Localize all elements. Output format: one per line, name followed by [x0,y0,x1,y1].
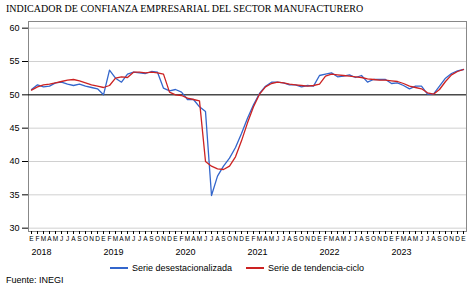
svg-text:N: N [377,235,382,242]
svg-text:A: A [71,235,76,242]
svg-text:M: M [257,235,262,242]
svg-text:J: J [348,235,351,242]
svg-text:E: E [245,235,250,242]
svg-text:J: J [204,235,207,242]
svg-text:M: M [401,235,406,242]
svg-text:F: F [396,235,400,242]
svg-text:D: D [455,235,460,242]
html-text:Fuente: INEGI: Fuente: INEGI [6,275,64,285]
svg-text:F: F [252,235,256,242]
svg-text:M: M [113,235,118,242]
svg-text:A: A [47,235,52,242]
svg-text:2019: 2019 [104,247,124,257]
svg-text:2023: 2023 [392,247,412,257]
svg-text:J: J [426,235,429,242]
svg-text:O: O [443,235,448,242]
svg-text:S: S [293,235,298,242]
svg-text:F: F [324,235,328,242]
svg-text:D: D [95,235,100,242]
svg-text:S: S [437,235,442,242]
svg-text:35: 35 [9,190,19,200]
svg-text:M: M [269,235,274,242]
svg-text:J: J [60,235,63,242]
svg-text:S: S [149,235,154,242]
svg-text:A: A [407,235,412,242]
svg-text:O: O [83,235,88,242]
svg-text:E: E [173,235,178,242]
svg-text:N: N [233,235,238,242]
svg-text:J: J [138,235,141,242]
svg-text:M: M [185,235,190,242]
svg-text:J: J [282,235,285,242]
svg-text:M: M [197,235,202,242]
svg-text:2021: 2021 [248,247,268,257]
svg-text:O: O [371,235,376,242]
svg-text:N: N [89,235,94,242]
svg-text:M: M [125,235,130,242]
svg-text:2020: 2020 [176,247,196,257]
svg-text:A: A [143,235,148,242]
svg-text:A: A [263,235,268,242]
svg-text:2018: 2018 [32,247,52,257]
svg-text:J: J [276,235,279,242]
svg-text:S: S [221,235,226,242]
svg-text:O: O [299,235,304,242]
svg-text:J: J [66,235,69,242]
svg-text:E: E [389,235,394,242]
svg-text:O: O [155,235,160,242]
svg-text:F: F [108,235,112,242]
svg-text:40: 40 [9,156,19,166]
svg-text:A: A [335,235,340,242]
svg-text:D: D [239,235,244,242]
svg-text:A: A [191,235,196,242]
svg-text:N: N [161,235,166,242]
html-text:Serie de tendencia-ciclo: Serie de tendencia-ciclo [268,262,365,273]
svg-text:J: J [132,235,135,242]
svg-text:30: 30 [9,223,19,233]
svg-text:J: J [420,235,423,242]
svg-text:M: M [413,235,418,242]
svg-text:S: S [365,235,370,242]
svg-text:A: A [119,235,124,242]
svg-text:F: F [180,235,184,242]
svg-text:E: E [461,235,466,242]
svg-text:50: 50 [9,90,19,100]
svg-text:F: F [36,235,40,242]
svg-text:D: D [167,235,172,242]
html-text:INDICADOR DE CONFIANZA EMPRESA: INDICADOR DE CONFIANZA EMPRESARIAL DEL S… [6,3,364,14]
svg-text:A: A [359,235,364,242]
svg-text:60: 60 [9,23,19,33]
svg-text:A: A [215,235,220,242]
svg-text:O: O [227,235,232,242]
svg-text:M: M [41,235,46,242]
svg-text:D: D [383,235,388,242]
svg-text:E: E [101,235,106,242]
svg-text:A: A [431,235,436,242]
svg-text:M: M [329,235,334,242]
svg-text:E: E [29,235,34,242]
svg-text:N: N [305,235,310,242]
svg-text:M: M [341,235,346,242]
svg-text:55: 55 [9,56,19,66]
svg-text:J: J [210,235,213,242]
html-text:Serie desestacionalizada: Serie desestacionalizada [131,262,232,273]
svg-text:45: 45 [9,123,19,133]
svg-text:D: D [311,235,316,242]
svg-text:J: J [354,235,357,242]
svg-text:A: A [287,235,292,242]
svg-text:S: S [77,235,82,242]
svg-text:M: M [53,235,58,242]
svg-text:N: N [449,235,454,242]
svg-text:E: E [317,235,322,242]
svg-text:2022: 2022 [320,247,340,257]
